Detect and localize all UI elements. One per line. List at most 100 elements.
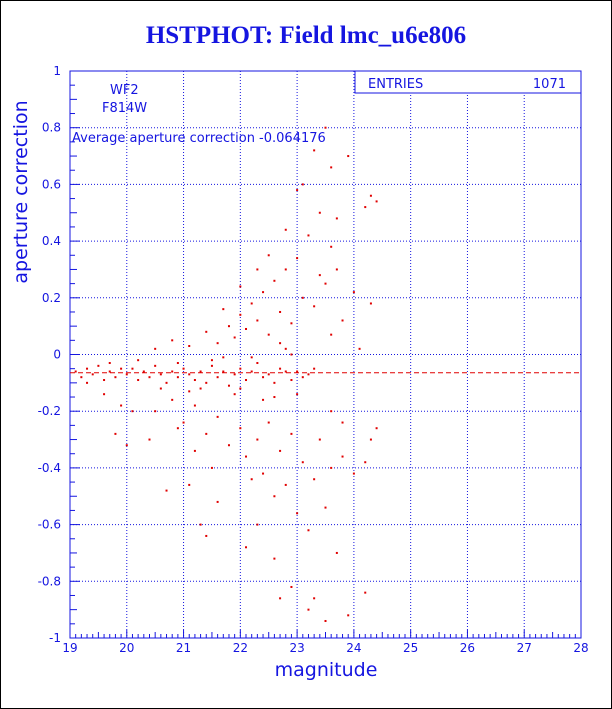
entries-label: ENTRIES bbox=[368, 77, 423, 92]
data-point bbox=[324, 619, 327, 622]
data-point bbox=[256, 438, 259, 441]
data-point bbox=[103, 393, 106, 396]
data-point bbox=[341, 455, 344, 458]
data-points bbox=[74, 126, 378, 622]
y-axis-title: aperture correction bbox=[10, 100, 32, 283]
data-point bbox=[108, 362, 111, 365]
data-point bbox=[369, 438, 372, 441]
data-point bbox=[347, 614, 350, 617]
tick-labels: 19 20 21 22 23 24 25 26 27 28 -1 -0.8 -0.6 -0.4 -0.2 0 0… bbox=[38, 64, 589, 655]
data-point bbox=[267, 421, 270, 424]
x-axis-title: magnitude bbox=[275, 659, 378, 681]
data-point bbox=[290, 353, 293, 356]
y-tick-label: -0.2 bbox=[38, 404, 61, 418]
data-point bbox=[262, 398, 265, 401]
data-point bbox=[137, 379, 140, 382]
data-point bbox=[216, 415, 219, 418]
y-tick-label: -1 bbox=[49, 631, 61, 645]
data-point bbox=[131, 367, 134, 370]
data-point bbox=[193, 449, 196, 452]
data-point bbox=[205, 432, 208, 435]
data-point bbox=[227, 325, 230, 328]
data-point bbox=[330, 245, 333, 248]
data-point bbox=[369, 302, 372, 305]
data-point bbox=[364, 591, 367, 594]
data-point bbox=[245, 327, 248, 330]
data-point bbox=[296, 512, 299, 515]
data-point bbox=[103, 379, 106, 382]
data-point bbox=[290, 322, 293, 325]
x-tick-label: 23 bbox=[289, 641, 304, 655]
data-point bbox=[182, 421, 185, 424]
data-point bbox=[267, 333, 270, 336]
data-point bbox=[335, 268, 338, 271]
data-point bbox=[273, 557, 276, 560]
average-annotation: Average aperture correction -0.064176 bbox=[72, 131, 326, 146]
data-point bbox=[120, 367, 123, 370]
data-point bbox=[245, 379, 248, 382]
data-point bbox=[375, 200, 378, 203]
data-point bbox=[284, 483, 287, 486]
data-point bbox=[245, 546, 248, 549]
data-point bbox=[148, 376, 151, 379]
chart-title: HSTPHOT: Field lmc_u6e806 bbox=[145, 22, 467, 49]
data-point bbox=[205, 330, 208, 333]
data-point bbox=[74, 370, 77, 373]
data-point bbox=[364, 206, 367, 209]
entries-value: 1071 bbox=[533, 77, 566, 92]
data-point bbox=[91, 373, 94, 376]
y-tick-label: -0.4 bbox=[38, 461, 61, 475]
data-point bbox=[159, 387, 162, 390]
data-point bbox=[324, 282, 327, 285]
x-tick-label: 28 bbox=[573, 641, 588, 655]
data-point bbox=[358, 347, 361, 350]
data-point bbox=[154, 347, 157, 350]
data-point bbox=[307, 529, 310, 532]
data-point bbox=[256, 319, 259, 322]
data-point bbox=[188, 373, 191, 376]
data-point bbox=[284, 228, 287, 231]
data-point bbox=[284, 370, 287, 373]
data-point bbox=[171, 398, 174, 401]
data-point bbox=[114, 432, 117, 435]
data-point bbox=[239, 427, 242, 430]
data-point bbox=[125, 373, 128, 376]
camera-label: WF2 bbox=[110, 83, 139, 98]
y-tick-label: 1 bbox=[53, 64, 61, 78]
data-point bbox=[347, 155, 350, 158]
data-point bbox=[352, 472, 355, 475]
x-tick-label: 26 bbox=[460, 641, 475, 655]
data-point bbox=[193, 379, 196, 382]
data-point bbox=[210, 466, 213, 469]
axis-ticks bbox=[69, 70, 582, 639]
data-point bbox=[131, 410, 134, 413]
data-point bbox=[301, 296, 304, 299]
data-point bbox=[290, 379, 293, 382]
data-point bbox=[301, 183, 304, 186]
data-point bbox=[279, 342, 282, 345]
y-tick-label: 0.6 bbox=[42, 177, 61, 191]
data-point bbox=[205, 381, 208, 384]
data-point bbox=[245, 455, 248, 458]
data-point bbox=[239, 387, 242, 390]
data-point bbox=[318, 438, 321, 441]
data-point bbox=[97, 364, 100, 367]
data-point bbox=[267, 373, 270, 376]
data-point bbox=[256, 362, 259, 365]
data-point bbox=[154, 410, 157, 413]
data-point bbox=[313, 149, 316, 152]
data-point bbox=[86, 381, 89, 384]
data-point bbox=[341, 319, 344, 322]
data-point bbox=[296, 189, 299, 192]
data-point bbox=[375, 427, 378, 430]
data-point bbox=[313, 367, 316, 370]
data-point bbox=[313, 478, 316, 481]
data-point bbox=[114, 376, 117, 379]
data-point bbox=[233, 373, 236, 376]
data-point bbox=[239, 313, 242, 316]
data-point bbox=[171, 370, 174, 373]
data-point bbox=[239, 285, 242, 288]
data-point bbox=[324, 126, 327, 129]
data-point bbox=[273, 381, 276, 384]
data-point bbox=[86, 367, 89, 370]
